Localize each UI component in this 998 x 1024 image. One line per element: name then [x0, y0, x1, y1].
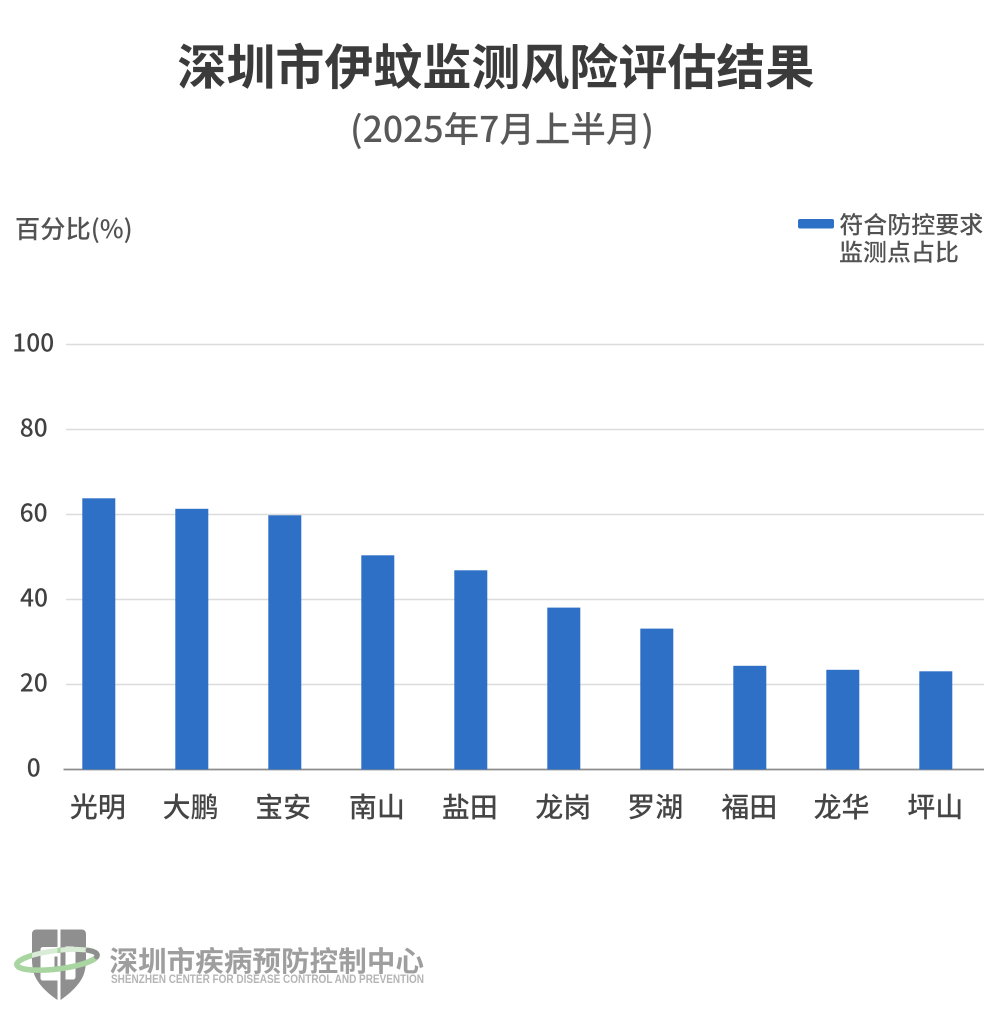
svg-text:SHENZHEN CENTER FOR DISEASE CO: SHENZHEN CENTER FOR DISEASE CONTROL AND …	[111, 974, 424, 986]
